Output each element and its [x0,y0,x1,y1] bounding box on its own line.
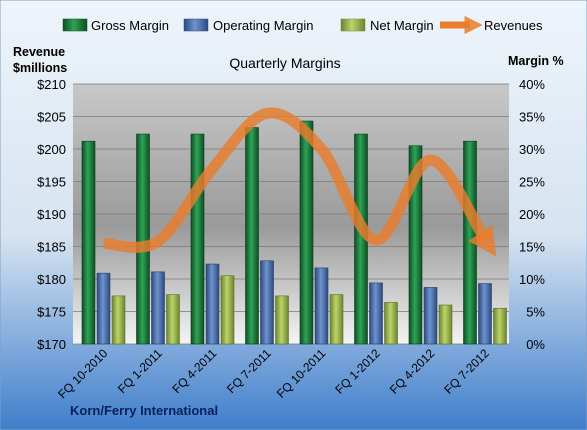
gross-margin-bar [408,145,423,345]
net-margin-bar [275,295,289,345]
left-tick-label: $205 [37,110,66,125]
operating-margin-bar [205,263,220,345]
left-tick-label: $170 [37,337,66,352]
operating-margin-bar [423,287,438,345]
left-tick-label: $210 [37,77,66,92]
left-tick-label: $185 [37,240,66,255]
right-tick-label: 35% [519,110,545,125]
net-margin-bar [111,295,126,345]
right-axis-ticks: 0% 5% 10% 15% 20% 25% 30% 35% 40% [519,77,545,352]
right-tick-label: 25% [519,175,545,190]
right-axis-title: Margin % [508,54,564,68]
gross-margin-bar [299,120,314,345]
net-margin-bar [220,275,235,345]
left-tick-label: $200 [37,142,66,157]
net-margin-bar [438,304,453,345]
chart-title: Quarterly Margins [229,55,340,71]
gross-margin-bar [81,140,96,345]
left-axis-title-line2: $millions [13,61,67,75]
left-tick-label: $180 [37,272,66,287]
gross-margin-bar [463,140,477,345]
legend-swatch-operating-margin [183,18,209,32]
operating-margin-bar [151,271,165,345]
operating-margin-bar [314,267,329,345]
legend: Gross Margin Operating Margin Net Margin… [62,15,543,35]
left-tick-label: $190 [37,207,66,222]
right-tick-label: 20% [519,207,545,222]
legend-swatch-gross-margin [62,18,88,32]
net-margin-bar [329,294,344,345]
left-axis-ticks: $170 $175 $180 $185 $190 $195 $200 $205 $210 [37,77,66,352]
left-tick-label: $175 [37,305,66,320]
operating-margin-bar [478,283,492,345]
gross-margin-bar [245,127,259,345]
revenue-line-group [103,107,497,257]
net-margin-bar [166,294,180,345]
right-tick-label: 40% [519,77,545,92]
legend-swatch-net-margin [340,18,366,32]
legend-label-gross-margin: Gross Margin [91,18,169,33]
right-tick-label: 5% [526,305,545,320]
operating-margin-bar [260,260,274,345]
gross-margin-bar [190,133,205,345]
left-tick-label: $195 [37,175,66,190]
right-tick-label: 10% [519,272,545,287]
net-margin-bar [384,302,398,345]
legend-label-net-margin: Net Margin [370,18,434,33]
legend-label-operating-margin: Operating Margin [213,18,313,33]
net-margin-bar [493,307,507,345]
legend-label-revenues: Revenues [484,18,543,33]
operating-margin-bar [369,282,383,345]
operating-margin-bar [96,272,111,345]
right-tick-label: 0% [526,337,545,352]
revenue-line [103,107,497,257]
footer-company: Korn/Ferry International [70,403,218,418]
left-axis-title-line1: Revenue [13,45,65,59]
right-tick-label: 30% [519,142,545,157]
gross-margin-bar [136,133,150,345]
right-tick-label: 15% [519,240,545,255]
